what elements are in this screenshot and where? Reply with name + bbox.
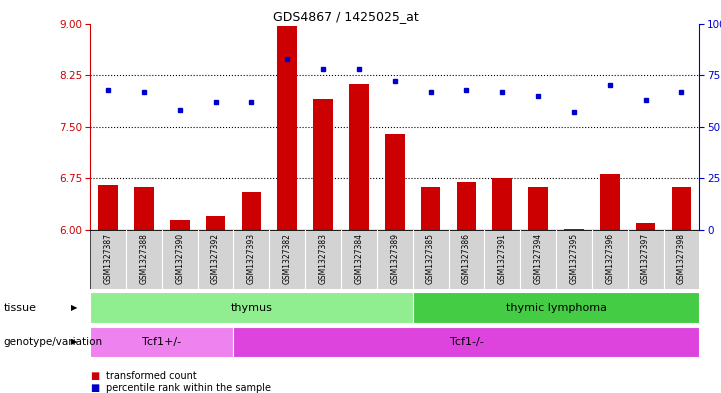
Bar [456, 182, 477, 230]
Bar [528, 187, 548, 230]
Bar [492, 178, 512, 230]
Bar [205, 216, 226, 230]
Text: GSM1327386: GSM1327386 [462, 233, 471, 284]
Text: GSM1327391: GSM1327391 [497, 233, 507, 284]
Text: GSM1327394: GSM1327394 [534, 233, 543, 284]
Text: genotype/variation: genotype/variation [4, 337, 102, 347]
Bar [278, 26, 297, 230]
Text: Tcf1+/-: Tcf1+/- [142, 337, 182, 347]
Text: GSM1327398: GSM1327398 [677, 233, 686, 284]
Text: percentile rank within the sample: percentile rank within the sample [106, 383, 271, 393]
Text: GSM1327395: GSM1327395 [570, 233, 578, 284]
Text: ▶: ▶ [71, 337, 78, 346]
Text: GSM1327387: GSM1327387 [104, 233, 112, 284]
FancyBboxPatch shape [90, 327, 234, 357]
Text: ▶: ▶ [71, 303, 78, 312]
Text: Tcf1-/-: Tcf1-/- [450, 337, 483, 347]
Bar [421, 187, 441, 230]
Text: thymic lymphoma: thymic lymphoma [505, 303, 606, 312]
FancyBboxPatch shape [234, 327, 699, 357]
Text: GSM1327385: GSM1327385 [426, 233, 435, 284]
FancyBboxPatch shape [90, 292, 412, 323]
Bar [98, 185, 118, 230]
Text: GSM1327392: GSM1327392 [211, 233, 220, 284]
Bar [349, 84, 368, 230]
FancyBboxPatch shape [90, 230, 699, 289]
Text: GSM1327384: GSM1327384 [355, 233, 363, 284]
Text: GSM1327382: GSM1327382 [283, 233, 292, 284]
Text: GSM1327393: GSM1327393 [247, 233, 256, 284]
Text: transformed count: transformed count [106, 371, 197, 382]
Bar [242, 192, 261, 230]
Text: GSM1327388: GSM1327388 [139, 233, 149, 284]
Bar [671, 187, 691, 230]
Text: tissue: tissue [4, 303, 37, 312]
Bar [636, 223, 655, 230]
Bar [564, 229, 584, 230]
Text: GDS4867 / 1425025_at: GDS4867 / 1425025_at [273, 10, 419, 23]
Text: GSM1327383: GSM1327383 [319, 233, 327, 284]
Text: ■: ■ [90, 371, 99, 382]
FancyBboxPatch shape [412, 292, 699, 323]
Text: GSM1327396: GSM1327396 [605, 233, 614, 284]
Text: ■: ■ [90, 383, 99, 393]
Bar [313, 99, 333, 230]
Text: GSM1327390: GSM1327390 [175, 233, 185, 284]
Bar [385, 134, 404, 230]
Text: thymus: thymus [231, 303, 273, 312]
Text: GSM1327389: GSM1327389 [390, 233, 399, 284]
Bar [134, 187, 154, 230]
Bar [170, 220, 190, 230]
Bar [600, 173, 619, 230]
Text: GSM1327397: GSM1327397 [641, 233, 650, 284]
